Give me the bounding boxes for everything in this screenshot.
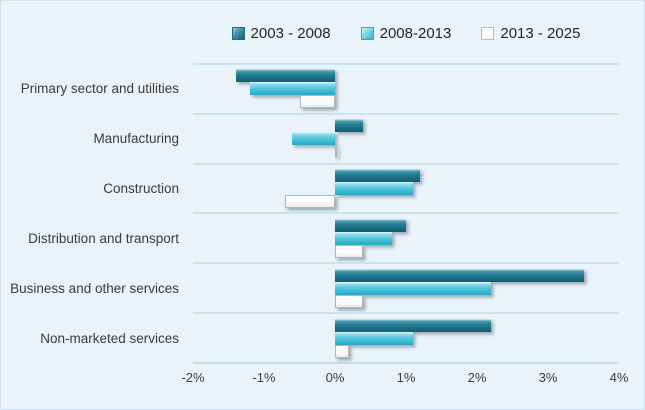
bar-2008-2013-non-marketed-services (335, 331, 414, 345)
legend-label-2013-2025: 2013 - 2025 (500, 24, 581, 42)
bar-2003-2008-primary-sector-and-utilities (235, 69, 335, 83)
x-axis: -2% -1% 0% 1% 2% 3% 4% (181, 370, 628, 388)
category-label-distribution-and-transport: Distribution and transport (28, 231, 179, 247)
x-tick-2: -2% (181, 370, 205, 385)
x-tick-4: 4% (609, 370, 629, 385)
bar-2003-2008-business-and-other-services (335, 268, 584, 282)
plot-row-primary-sector-and-utilities (193, 63, 619, 113)
plot-row-distribution-and-transport (193, 212, 619, 262)
legend: 2003 - 2008 2008-2013 2013 - 2025 (193, 21, 619, 45)
legend-item-2013-2025: 2013 - 2025 (481, 25, 580, 42)
category-label-manufacturing: Manufacturing (93, 130, 179, 146)
legend-item-2008-2013: 2008-2013 (360, 24, 452, 42)
bar-2008-2013-construction (335, 182, 414, 196)
legend-swatch-2013-2025 (481, 26, 495, 40)
legend-swatch-2003-2008 (231, 26, 245, 40)
plot-row-manufacturing (193, 112, 619, 163)
x-tick-1: -1% (252, 370, 276, 385)
category-label-primary-sector-and-utilities: Primary sector and utilities (20, 80, 179, 96)
x-tick-2: 2% (467, 370, 487, 385)
plot-row-non-marketed-services (193, 312, 619, 362)
bar-2008-2013-business-and-other-services (335, 281, 492, 295)
category-label-non-marketed-services: Non-marketed services (40, 331, 179, 347)
x-tick-1: 1% (396, 370, 416, 385)
plot-row-construction (193, 162, 619, 213)
plot-row-business-and-other-services (193, 262, 619, 312)
category-label-business-and-other-services: Business and other services (10, 281, 179, 297)
bar-2013-2025-non-marketed-services (335, 344, 350, 358)
plot-area (193, 63, 619, 364)
bar-2013-2025-construction (285, 195, 335, 209)
bar-2003-2008-distribution-and-transport (335, 218, 406, 232)
category-label-construction: Construction (103, 180, 179, 196)
bar-2003-2008-construction (335, 169, 421, 183)
x-tick-0: 0% (325, 370, 345, 385)
category-labels: Primary sector and utilities Manufacturin… (1, 63, 181, 364)
x-tick-3: 3% (538, 370, 558, 385)
bar-2013-2025-primary-sector-and-utilities (299, 95, 335, 109)
bar-2013-2025-business-and-other-services (335, 294, 364, 308)
legend-item-2003-2008: 2003 - 2008 (231, 24, 331, 42)
bar-2013-2025-distribution-and-transport (335, 244, 364, 258)
bar-2008-2013-distribution-and-transport (335, 231, 392, 245)
bar-2008-2013-primary-sector-and-utilities (249, 82, 335, 96)
bar-2008-2013-manufacturing (292, 132, 335, 146)
legend-swatch-2008-2013 (360, 26, 374, 40)
bar-2013-2025-manufacturing (335, 145, 337, 159)
bar-2003-2008-manufacturing (335, 119, 364, 133)
bar-2003-2008-non-marketed-services (335, 318, 492, 332)
legend-label-2003-2008: 2003 - 2008 (250, 24, 331, 42)
legend-label-2008-2013: 2008-2013 (379, 24, 452, 42)
